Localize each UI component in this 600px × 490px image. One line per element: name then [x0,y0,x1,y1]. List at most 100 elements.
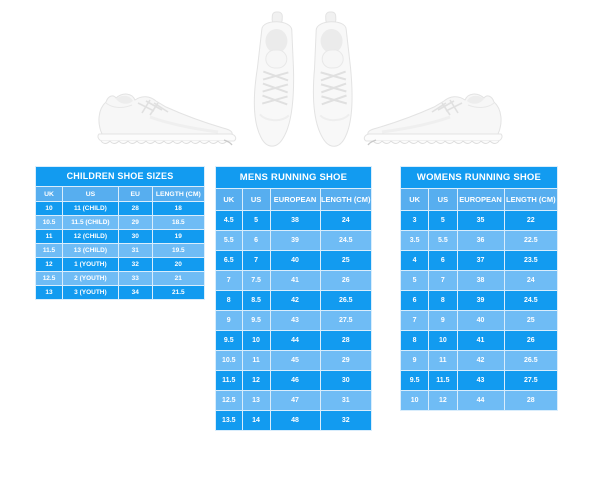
size-cell: 26 [503,330,559,351]
size-row: 9.5 10 44 28 [215,330,372,351]
size-row: 11 12 (CHILD) 30 19 [34,229,206,244]
size-row: 11.5 12 46 30 [215,370,372,391]
children-size-grid: UK US EU LENGTH (CM) 10 11 (CHILD) 28 18 10.5 11.… [34,186,206,300]
size-cell: 7.5 [241,270,271,291]
size-row: 9 11 42 26.5 [399,350,559,371]
size-cell: 9 [428,310,458,331]
size-cell: 9 [399,350,430,371]
size-row: 4.5 5 38 24 [215,210,372,231]
size-cell: 10 [399,390,430,411]
size-row: 3 5 35 22 [399,210,559,231]
size-cell: 28 [503,390,559,411]
column-header: EUROPEAN [269,188,321,211]
size-cell: 32 [319,410,372,431]
size-row: 9.5 11.5 43 27.5 [399,370,559,391]
children-shoe-sizes-table: CHILDREN SHOE SIZES UK US EU LENGTH (CM) 10 1… [34,166,206,300]
size-cell: 11 [34,229,64,244]
mens-size-grid: UK US EUROPEAN LENGTH (CM) 4.5 5 38 24 5.5 6 39 24.… [215,188,372,431]
size-cell: 8 [399,330,430,351]
size-cell: 39 [269,230,321,251]
size-cell: 39 [456,290,505,311]
size-cell: 19.5 [151,243,206,258]
size-row: 3.5 5.5 36 22.5 [399,230,559,251]
size-cell: 10 [428,330,458,351]
size-cell: 14 [241,410,271,431]
size-cell: 42 [456,350,505,371]
size-cell: 29 [117,215,153,230]
size-cell: 11.5 [428,370,458,391]
size-cell: 18 [151,201,206,216]
size-cell: 27.5 [319,310,372,331]
size-cell: 7 [428,270,458,291]
size-cell: 10 [34,201,64,216]
size-row: 5 7 38 24 [399,270,559,291]
size-cell: 41 [269,270,321,291]
size-cell: 47 [269,390,321,411]
size-row: 13 3 (YOUTH) 34 21.5 [34,285,206,300]
size-cell: 10.5 [34,215,64,230]
size-row: 4 6 37 23.5 [399,250,559,271]
size-row: 11.5 13 (CHILD) 31 19.5 [34,243,206,258]
size-cell: 35 [456,210,505,231]
size-cell: 4.5 [215,210,243,231]
size-row: 6.5 7 40 25 [215,250,372,271]
size-row: 6 8 39 24.5 [399,290,559,311]
size-cell: 10.5 [215,350,243,371]
size-cell: 45 [269,350,321,371]
size-cell: 20 [151,257,206,272]
size-cell: 29 [319,350,372,371]
size-cell: 43 [456,370,505,391]
size-row: 12.5 2 (YOUTH) 33 21 [34,271,206,286]
column-header: US [428,188,458,211]
column-header: US [62,186,119,202]
size-cell: 43 [269,310,321,331]
table-title: MENS RUNNING SHOE [215,166,372,188]
size-cell: 25 [503,310,559,331]
size-cell: 38 [269,210,321,231]
white-sneaker-side-left-image [97,93,237,146]
size-cell: 22.5 [503,230,559,251]
size-cell: 13 [241,390,271,411]
size-row: 7 9 40 25 [399,310,559,331]
size-cell: 27.5 [503,370,559,391]
size-cell: 12.5 [34,271,64,286]
size-cell: 13 [34,285,64,300]
size-cell: 25 [319,250,372,271]
size-cell: 9.5 [241,310,271,331]
column-header-row: UK US EUROPEAN LENGTH (CM) [215,188,372,211]
size-cell: 24 [319,210,372,231]
size-cell: 30 [117,229,153,244]
size-cell: 4 [399,250,430,271]
size-row: 7 7.5 41 26 [215,270,372,291]
column-header: UK [399,188,430,211]
size-cell: 11.5 [34,243,64,258]
size-cell: 31 [319,390,372,411]
size-row: 8 8.5 42 26.5 [215,290,372,311]
size-row: 10.5 11.5 (CHILD) 29 18.5 [34,215,206,230]
size-cell: 7 [399,310,430,331]
size-cell: 11 (CHILD) [62,201,119,216]
size-cell: 38 [456,270,505,291]
size-cell: 36 [456,230,505,251]
column-header: EU [117,186,153,202]
size-row: 12.5 13 47 31 [215,390,372,411]
size-cell: 9.5 [215,330,243,351]
size-cell: 40 [456,310,505,331]
size-cell: 12 [428,390,458,411]
size-cell: 21 [151,271,206,286]
size-cell: 28 [319,330,372,351]
size-cell: 34 [117,285,153,300]
size-cell: 3 [399,210,430,231]
size-row: 9 9.5 43 27.5 [215,310,372,331]
size-cell: 18.5 [151,215,206,230]
table-title: CHILDREN SHOE SIZES [35,166,205,186]
size-cell: 13 (CHILD) [62,243,119,258]
white-sneaker-side-right-image [363,93,503,146]
size-cell: 6 [241,230,271,251]
column-header: LENGTH (CM) [151,186,206,202]
size-row: 5.5 6 39 24.5 [215,230,372,251]
column-header: LENGTH (CM) [503,188,559,211]
size-cell: 26 [319,270,372,291]
size-cell: 6 [428,250,458,271]
size-cell: 41 [456,330,505,351]
